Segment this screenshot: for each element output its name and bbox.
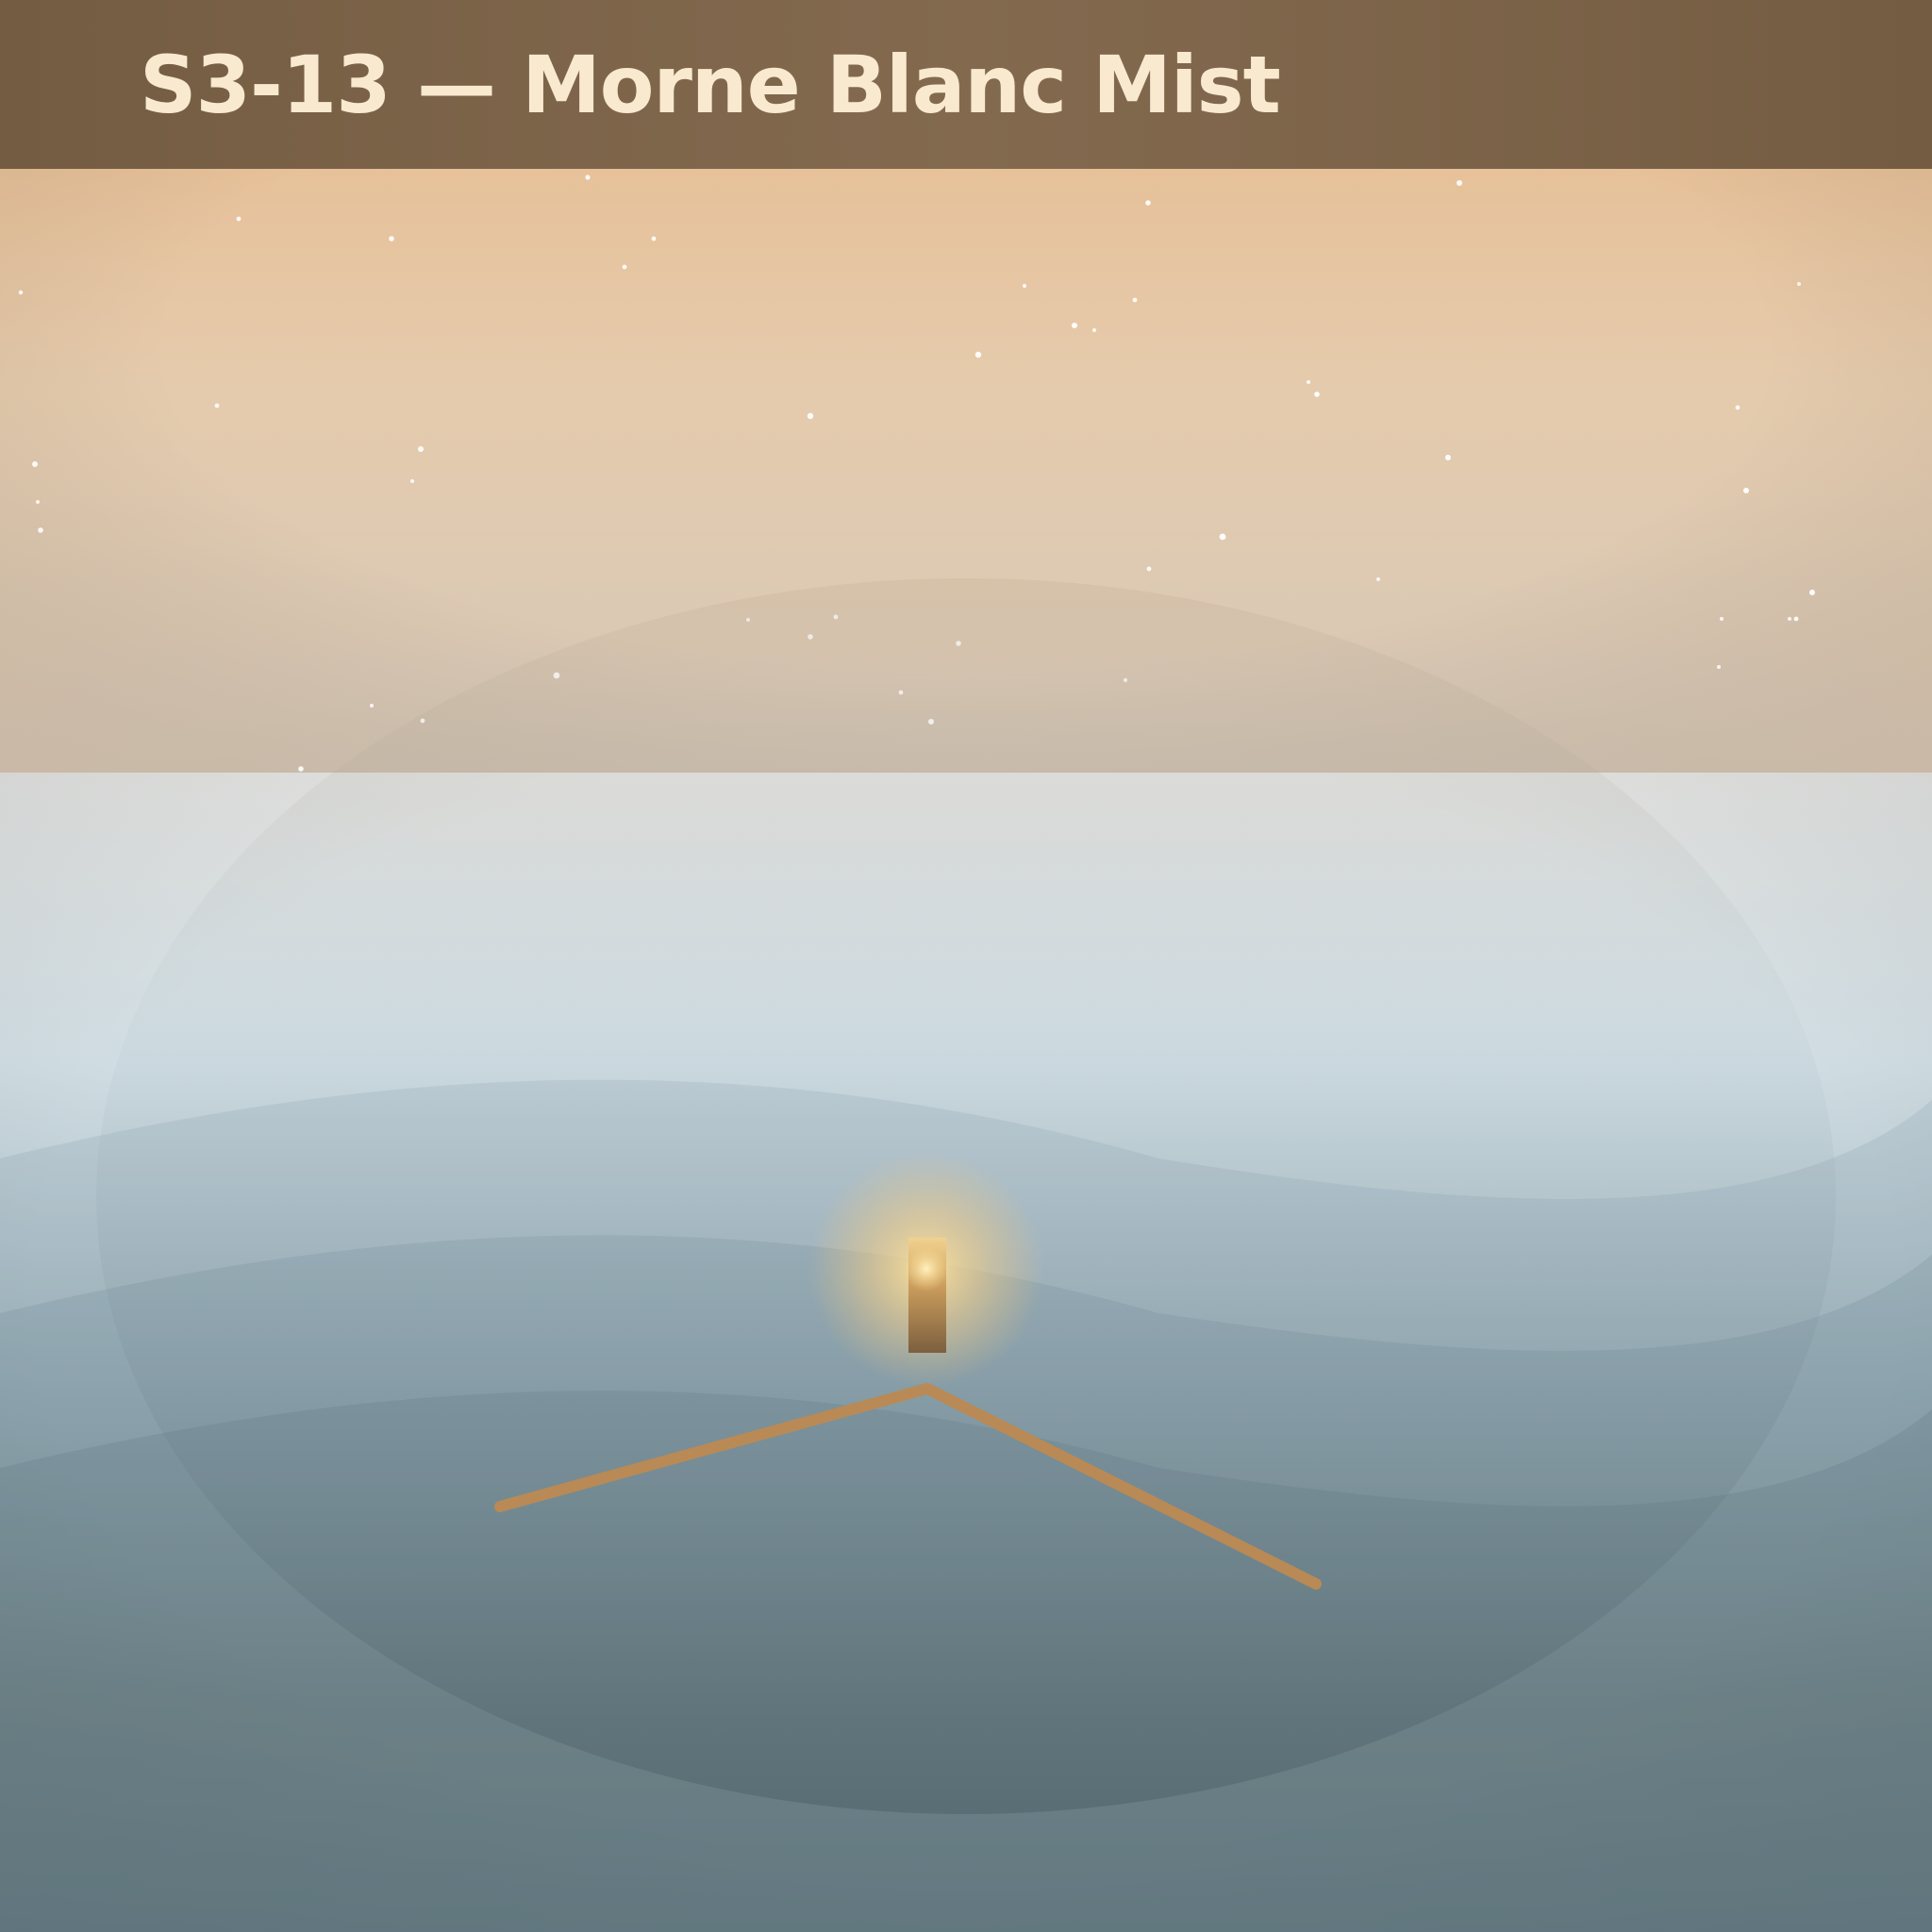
star-icon [1720,617,1724,621]
star-icon [410,479,414,483]
star-icon [1219,533,1226,541]
star-icon [298,766,304,772]
star-icon [418,446,424,452]
star-icon [622,264,627,270]
star-icon [1788,617,1791,621]
star-icon [18,290,24,295]
star-icon [807,412,814,420]
trail-path [494,1383,1322,1590]
star-icon [36,500,40,504]
star-icon [1146,566,1152,572]
star-icon [214,403,220,408]
star-icon [1145,200,1151,206]
star-icon [1797,282,1801,286]
star-icon [585,175,591,180]
star-icon [1457,180,1462,186]
lantern-icon[interactable] [808,1151,1044,1387]
star-icon [1023,284,1026,288]
star-icon [974,351,982,358]
star-icon [651,236,657,242]
star-icon [1314,391,1320,397]
level-title-bar: S3-13 — Morne Blanc Mist [0,0,1932,169]
star-icon [1072,323,1077,328]
star-icon [1735,405,1740,410]
star-icon [38,527,43,533]
star-icon [32,461,38,467]
star-icon [370,704,374,708]
star-icon [1445,455,1451,460]
star-icon [1793,616,1799,622]
level-title: S3-13 — Morne Blanc Mist [140,39,1281,131]
star-icon [1743,488,1749,493]
star-icon [236,216,242,222]
star-icon [1809,590,1815,595]
star-icon [1307,380,1310,384]
star-icon [1376,577,1380,581]
star-icon [389,236,394,242]
star-icon [1092,328,1096,332]
star-icon [1132,297,1138,303]
star-icon [1717,665,1721,669]
